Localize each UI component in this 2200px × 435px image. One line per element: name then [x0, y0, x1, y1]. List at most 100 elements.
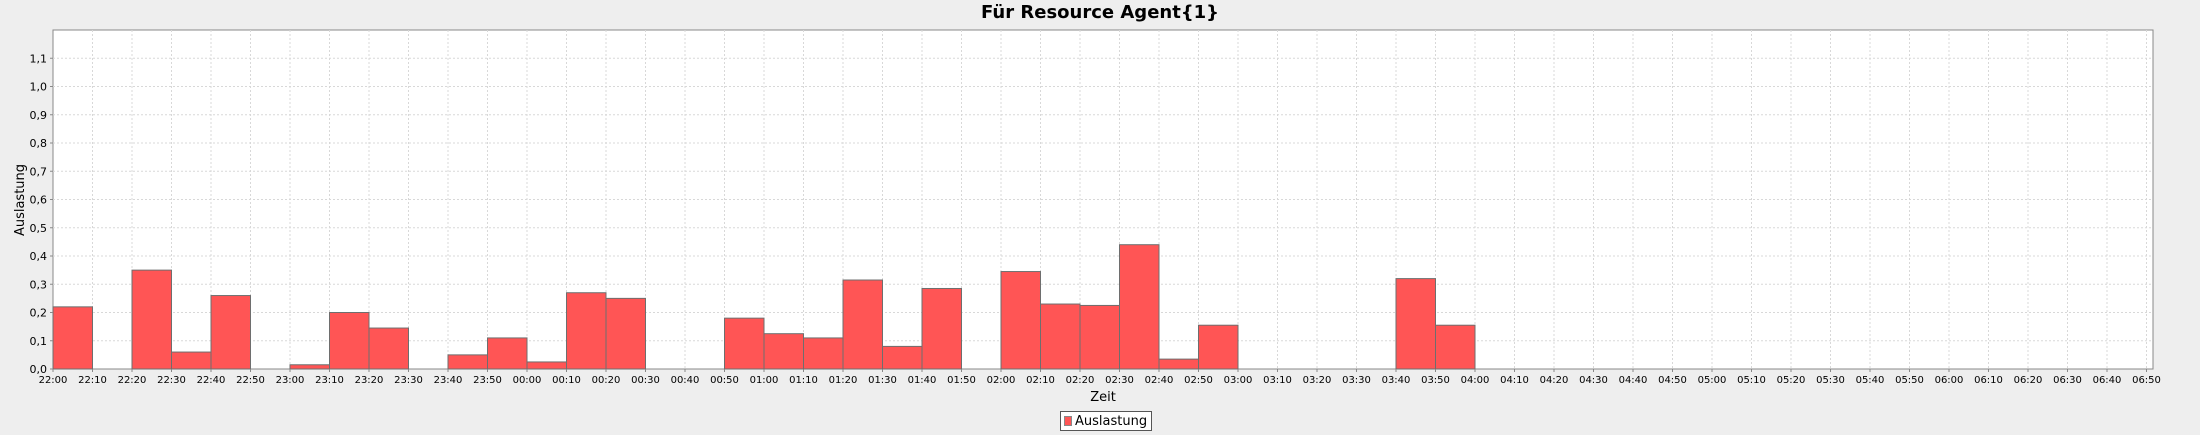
bar [1079, 304, 1120, 370]
bar [724, 317, 765, 370]
x-tick-label: 22:50 [236, 375, 265, 386]
x-tick-label: 01:40 [908, 375, 937, 386]
x-tick-label: 03:20 [1303, 375, 1332, 386]
x-tick-label: 00:00 [513, 375, 542, 386]
bar [1119, 244, 1160, 370]
y-tick-label: 0,3 [30, 278, 48, 291]
bar [1198, 324, 1239, 370]
x-tick-label: 23:50 [473, 375, 502, 386]
x-tick-label: 04:00 [1461, 375, 1490, 386]
x-tick-label: 02:00 [987, 375, 1016, 386]
bar [52, 306, 93, 370]
x-tick-label: 06:40 [2093, 375, 2122, 386]
x-tick-label: 22:00 [39, 375, 68, 386]
x-tick-label: 06:30 [2053, 375, 2082, 386]
x-tick-label: 00:10 [552, 375, 581, 386]
y-axis-label: Auslastung [13, 164, 28, 236]
x-tick-label: 05:30 [1816, 375, 1845, 386]
x-axis-label: Zeit [1090, 390, 1116, 405]
x-tick-label: 22:20 [118, 375, 147, 386]
x-tick-label: 01:30 [868, 375, 897, 386]
y-axis: 0,0 0,1 0,2 0,3 0,4 0,5 0,6 0,7 0,8 0,9 1,0 1,1 [30, 52, 53, 376]
bar [1395, 278, 1436, 370]
x-tick-label: 05:50 [1895, 375, 1924, 386]
y-tick-label: 0,8 [30, 137, 48, 150]
bar [842, 279, 883, 370]
bar [882, 345, 923, 370]
x-tick-label: 22:30 [157, 375, 186, 386]
y-tick-label: 0,4 [30, 250, 48, 263]
x-tick-label: 23:10 [315, 375, 344, 386]
bar [1040, 303, 1081, 370]
x-tick-label: 05:40 [1856, 375, 1885, 386]
y-tick-label: 0,9 [30, 109, 48, 122]
bar [803, 337, 844, 370]
y-tick-label: 1,1 [30, 52, 48, 65]
x-tick-label: 02:50 [1184, 375, 1213, 386]
x-tick-label: 00:20 [592, 375, 621, 386]
x-tick-label: 23:00 [276, 375, 305, 386]
bar [447, 354, 488, 370]
bar [171, 351, 212, 370]
bar [763, 333, 804, 370]
bar [605, 297, 646, 370]
x-tick-label: 01:50 [947, 375, 976, 386]
x-tick-label: 03:30 [1342, 375, 1371, 386]
bar [289, 364, 330, 370]
bar [1435, 324, 1476, 370]
x-axis: 22:00 22:10 22:20 22:30 22:40 22:50 23:00 23:10… [39, 369, 2161, 386]
bar [329, 312, 370, 370]
x-tick-label: 22:10 [78, 375, 107, 386]
x-tick-label: 22:40 [197, 375, 226, 386]
bar [566, 292, 607, 370]
y-tick-label: 0,6 [30, 194, 48, 207]
x-tick-label: 23:40 [434, 375, 463, 386]
x-tick-label: 03:40 [1382, 375, 1411, 386]
x-tick-label: 01:10 [789, 375, 818, 386]
x-tick-label: 01:00 [750, 375, 779, 386]
x-tick-label: 06:00 [1935, 375, 1964, 386]
y-tick-label: 0,0 [30, 363, 48, 376]
bars [52, 244, 1476, 370]
x-tick-label: 05:00 [1698, 375, 1727, 386]
x-tick-label: 06:50 [2132, 375, 2161, 386]
x-tick-label: 00:30 [631, 375, 660, 386]
bar [131, 269, 172, 370]
x-tick-label: 23:30 [394, 375, 423, 386]
x-tick-label: 03:00 [1224, 375, 1253, 386]
x-tick-label: 00:50 [710, 375, 739, 386]
x-tick-label: 04:10 [1500, 375, 1529, 386]
y-tick-label: 0,2 [30, 307, 48, 320]
x-tick-label: 05:20 [1777, 375, 1806, 386]
bar [526, 361, 567, 370]
x-tick-label: 03:10 [1263, 375, 1292, 386]
y-tick-label: 0,1 [30, 335, 48, 348]
legend-label: Auslastung [1075, 413, 1148, 429]
x-tick-label: 04:40 [1619, 375, 1648, 386]
x-tick-label: 02:40 [1145, 375, 1174, 386]
bar [1000, 271, 1041, 370]
legend: Auslastung [1060, 411, 1153, 431]
x-tick-label: 05:10 [1737, 375, 1766, 386]
x-tick-label: 04:30 [1579, 375, 1608, 386]
legend-swatch [1064, 416, 1072, 426]
x-tick-label: 02:20 [1066, 375, 1095, 386]
x-tick-label: 06:10 [1974, 375, 2003, 386]
x-tick-label: 04:50 [1658, 375, 1687, 386]
x-tick-label: 03:50 [1421, 375, 1450, 386]
chart-title: Für Resource Agent{1} [981, 2, 1219, 23]
bar [1158, 358, 1199, 370]
x-tick-label: 02:30 [1105, 375, 1134, 386]
x-tick-label: 06:20 [2014, 375, 2043, 386]
x-tick-label: 23:20 [355, 375, 384, 386]
y-tick-label: 1,0 [30, 81, 48, 94]
y-tick-label: 0,7 [30, 165, 48, 178]
bar [368, 327, 409, 370]
grid-lines [53, 30, 2153, 369]
x-tick-label: 04:20 [1540, 375, 1569, 386]
bar [921, 287, 962, 370]
bar [210, 295, 251, 370]
x-tick-label: 02:10 [1026, 375, 1055, 386]
bar [487, 337, 528, 370]
